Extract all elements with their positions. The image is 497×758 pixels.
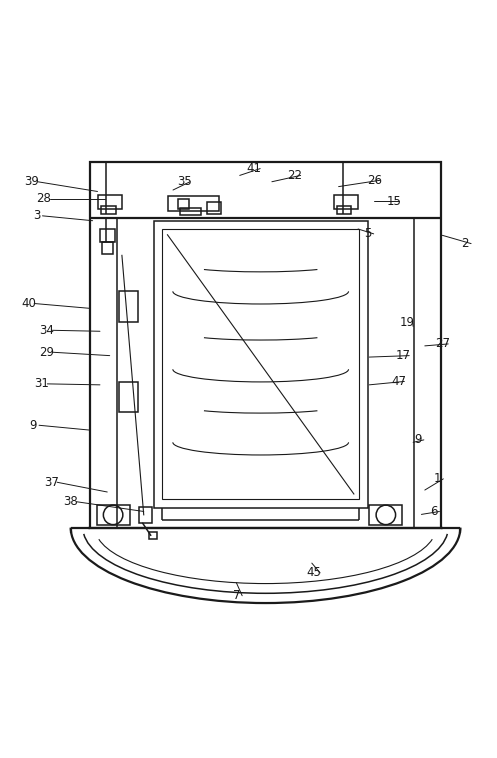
Bar — [334, 195, 358, 208]
Text: 9: 9 — [29, 418, 37, 432]
Text: 34: 34 — [39, 324, 54, 337]
Bar — [98, 195, 122, 208]
Bar — [163, 230, 359, 500]
Text: 6: 6 — [430, 505, 437, 518]
Text: 45: 45 — [307, 566, 322, 579]
Text: 28: 28 — [36, 193, 51, 205]
Text: 38: 38 — [63, 495, 78, 509]
Text: 35: 35 — [177, 175, 191, 188]
Text: 3: 3 — [33, 209, 40, 222]
Text: 27: 27 — [435, 337, 450, 350]
Bar — [168, 196, 219, 211]
Text: 5: 5 — [364, 227, 372, 240]
Text: 22: 22 — [287, 169, 302, 182]
Bar — [101, 205, 115, 215]
Bar — [102, 242, 113, 254]
Bar — [96, 505, 130, 525]
Text: 29: 29 — [39, 346, 54, 359]
Bar — [100, 230, 115, 242]
Bar — [149, 532, 157, 539]
Bar — [139, 507, 152, 523]
Text: 19: 19 — [399, 317, 414, 330]
Text: 26: 26 — [367, 174, 382, 186]
Text: 40: 40 — [21, 297, 36, 310]
Text: 2: 2 — [462, 237, 469, 250]
Bar — [369, 505, 403, 525]
Text: 1: 1 — [434, 472, 441, 485]
Text: 39: 39 — [24, 175, 39, 188]
Bar — [119, 291, 138, 321]
Bar — [336, 205, 351, 215]
Text: 9: 9 — [414, 434, 422, 446]
Bar — [154, 221, 368, 508]
Text: 47: 47 — [391, 375, 406, 388]
Bar — [180, 208, 201, 215]
Bar — [119, 382, 138, 412]
Text: 31: 31 — [34, 377, 49, 390]
Bar — [178, 199, 188, 208]
Text: 15: 15 — [386, 195, 401, 208]
Bar — [90, 162, 441, 528]
Text: 17: 17 — [396, 349, 411, 362]
Text: 7: 7 — [233, 589, 240, 603]
Bar — [207, 202, 221, 215]
Text: 37: 37 — [44, 476, 59, 489]
Text: 41: 41 — [247, 162, 262, 175]
